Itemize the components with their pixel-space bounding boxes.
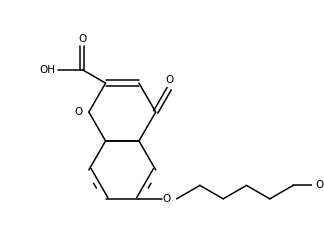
Text: OH: OH (39, 65, 55, 75)
Text: O: O (78, 34, 87, 44)
Text: O: O (165, 74, 173, 85)
Text: O: O (74, 107, 82, 117)
Text: O: O (163, 194, 171, 204)
Text: O: O (316, 180, 324, 190)
